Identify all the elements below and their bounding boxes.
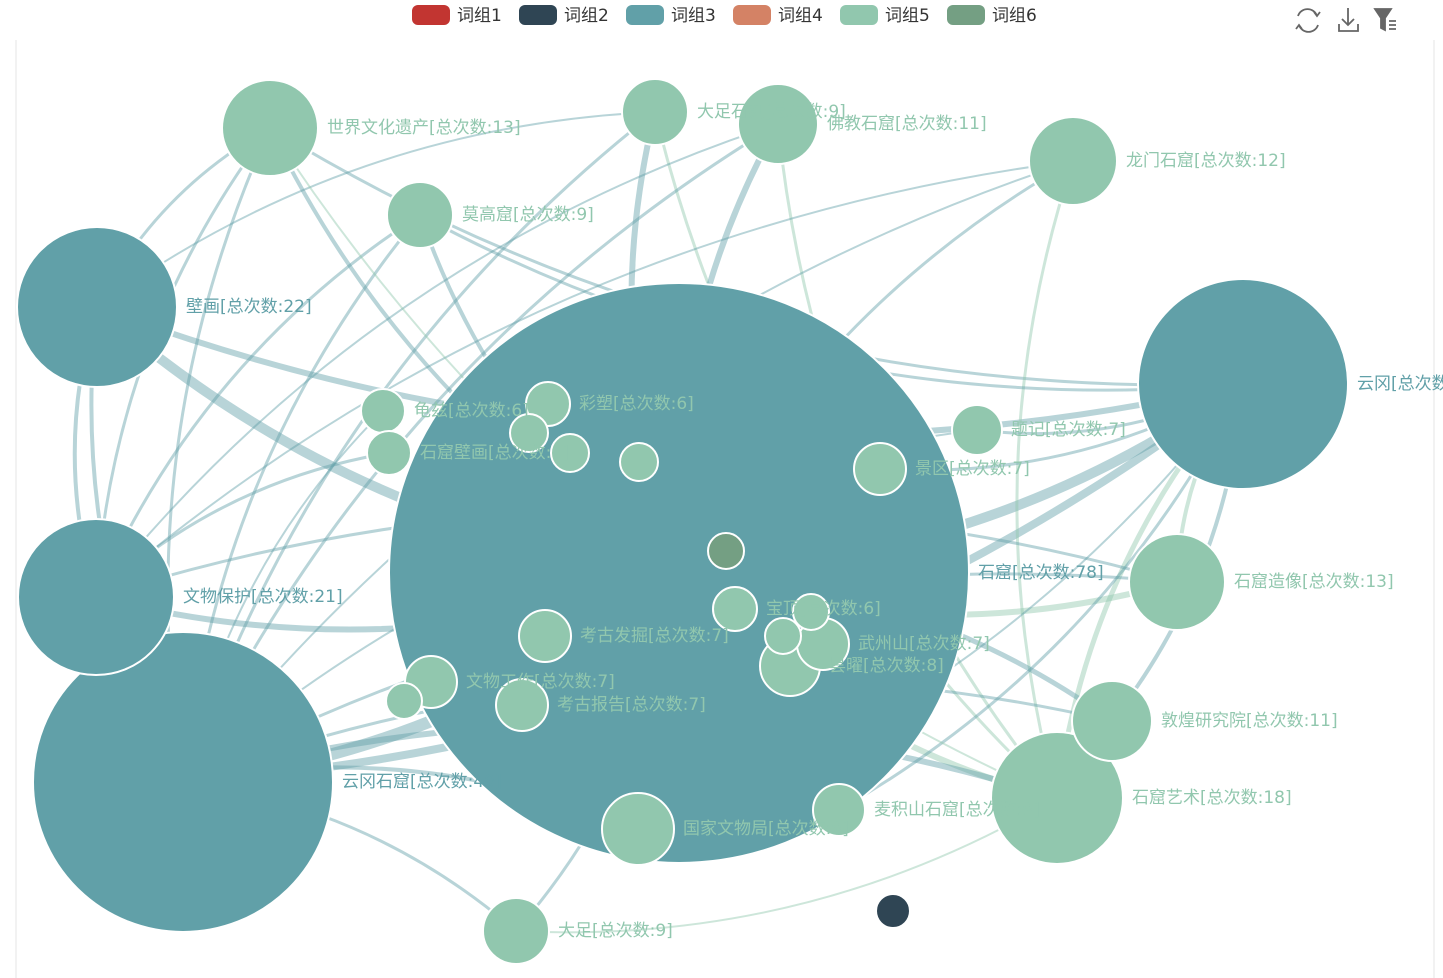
node[interactable] bbox=[812, 783, 866, 837]
node[interactable] bbox=[875, 893, 911, 929]
node-label: 文物保护[总次数:21] bbox=[183, 587, 343, 607]
restore-button[interactable] bbox=[1295, 8, 1321, 33]
node-label: 云冈石窟[总次数:40] bbox=[342, 772, 502, 792]
node[interactable] bbox=[550, 433, 590, 473]
legend-label: 词组2 bbox=[564, 6, 609, 26]
node[interactable] bbox=[712, 586, 758, 632]
edge bbox=[95, 160, 1074, 598]
node-label: 景区[总次数:7] bbox=[915, 459, 1030, 479]
legend-item[interactable]: 词组2 bbox=[519, 5, 609, 26]
node[interactable] bbox=[385, 682, 423, 720]
node[interactable] bbox=[792, 593, 830, 631]
nodes bbox=[16, 78, 1349, 965]
download-button[interactable] bbox=[1338, 8, 1359, 32]
node-label: 龟兹[总次数:6] bbox=[414, 401, 529, 421]
node-label: 考古报告[总次数:7] bbox=[557, 695, 706, 715]
node[interactable] bbox=[853, 442, 907, 496]
node-label: 文物工作[总次数:7] bbox=[466, 672, 615, 692]
edge bbox=[1015, 160, 1075, 799]
legend-item[interactable]: 词组3 bbox=[626, 5, 716, 26]
legend-label: 词组6 bbox=[992, 6, 1037, 26]
legend-swatch bbox=[626, 5, 664, 25]
node-label: 彩塑[总次数:6] bbox=[579, 394, 694, 414]
node-label: 壁画[总次数:22] bbox=[186, 297, 312, 317]
legend-item[interactable]: 词组1 bbox=[412, 5, 502, 26]
legend-item[interactable]: 词组6 bbox=[947, 5, 1037, 26]
node-label: 世界文化遗产[总次数:13] bbox=[327, 118, 521, 138]
legend-swatch bbox=[733, 5, 771, 25]
node[interactable] bbox=[366, 430, 412, 476]
node[interactable] bbox=[1028, 116, 1118, 206]
legend-label: 词组5 bbox=[885, 6, 930, 26]
legend-label: 词组1 bbox=[457, 6, 502, 26]
node-label: 莫高窟[总次数:9] bbox=[462, 205, 594, 225]
node-label: 石窟造像[总次数:13] bbox=[1234, 572, 1394, 592]
node-label: 佛教石窟[总次数:11] bbox=[827, 114, 987, 134]
legend-swatch bbox=[840, 5, 878, 25]
node-label: 麦积山石窟[总次数:9] bbox=[874, 800, 1040, 820]
node[interactable] bbox=[518, 609, 572, 663]
node[interactable] bbox=[764, 617, 802, 655]
legend-item[interactable]: 词组5 bbox=[840, 5, 930, 26]
node[interactable] bbox=[360, 388, 406, 434]
legend: 词组1 词组2 词组3 词组4 词组5 词组6 bbox=[412, 5, 1037, 26]
node[interactable] bbox=[1137, 278, 1349, 490]
node-label: 石窟艺术[总次数:18] bbox=[1132, 788, 1292, 808]
node[interactable] bbox=[32, 631, 334, 933]
edge bbox=[515, 797, 1058, 934]
node[interactable] bbox=[951, 404, 1003, 456]
node[interactable] bbox=[737, 83, 819, 165]
node[interactable] bbox=[1071, 680, 1153, 762]
node-label: 大足[总次数:9] bbox=[558, 921, 673, 941]
node[interactable] bbox=[601, 792, 675, 866]
edge bbox=[95, 123, 779, 598]
node-label: 敦煌研究院[总次数:11] bbox=[1161, 711, 1338, 731]
node-label: 宝顶[总次数:6] bbox=[766, 599, 881, 619]
legend-swatch bbox=[412, 5, 450, 25]
node-label: 龙门石窟[总次数:12] bbox=[1126, 151, 1286, 171]
node[interactable] bbox=[495, 678, 549, 732]
node[interactable] bbox=[621, 78, 689, 146]
node[interactable] bbox=[1128, 533, 1226, 631]
node-label: 昙曜[总次数:8] bbox=[829, 656, 944, 676]
toolbox bbox=[1295, 8, 1396, 33]
node-label: 考古发掘[总次数:7] bbox=[580, 626, 729, 646]
node[interactable] bbox=[619, 442, 659, 482]
legend-swatch bbox=[947, 5, 985, 25]
legend-item[interactable]: 词组4 bbox=[733, 5, 823, 26]
node[interactable] bbox=[221, 79, 319, 177]
filter-button[interactable] bbox=[1373, 8, 1396, 32]
node-label: 石窟壁画[总次数:6] bbox=[420, 443, 569, 463]
legend-label: 词组3 bbox=[671, 6, 716, 26]
node[interactable] bbox=[990, 731, 1124, 865]
node[interactable] bbox=[386, 181, 454, 249]
node-label: 国家文物局[总次数:9] bbox=[683, 819, 849, 839]
node-label: 武州山[总次数:7] bbox=[858, 634, 990, 654]
node[interactable] bbox=[16, 226, 178, 388]
node-label: 大足石刻[总次数:9] bbox=[697, 102, 846, 122]
labels: 世界文化遗产[总次数:13] 大足石刻[总次数:9]佛教石窟[总次数:11] 龙门石… bbox=[183, 102, 1443, 941]
node[interactable] bbox=[509, 413, 549, 453]
node-label: 题记[总次数:7] bbox=[1011, 420, 1126, 440]
node-label: 云冈[总次数:30] bbox=[1357, 374, 1443, 394]
node[interactable] bbox=[482, 897, 550, 965]
node-label: 石窟[总次数:78] bbox=[978, 563, 1104, 583]
legend-swatch bbox=[519, 5, 557, 25]
node[interactable] bbox=[17, 518, 175, 676]
edge bbox=[96, 111, 656, 308]
legend-label: 词组4 bbox=[778, 6, 823, 26]
node[interactable] bbox=[707, 532, 745, 570]
